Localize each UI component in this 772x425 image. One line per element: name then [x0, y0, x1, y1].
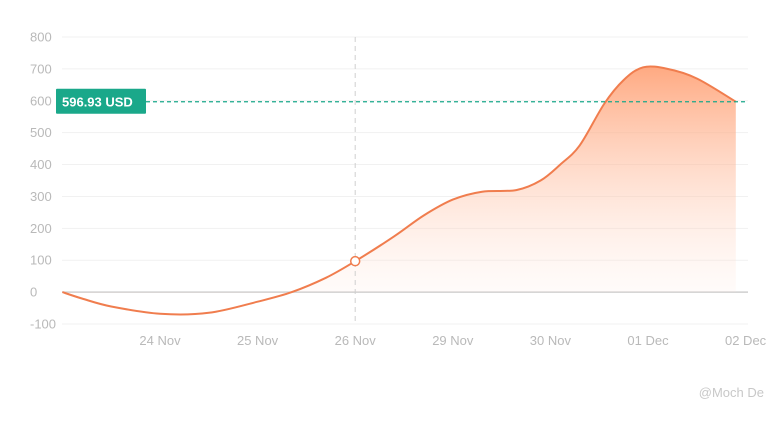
series-area-fill: [62, 66, 736, 293]
y-tick-label: 500: [30, 125, 52, 140]
price-badge: [56, 88, 146, 114]
y-tick-label: 400: [30, 157, 52, 172]
x-tick-label: 24 Nov: [139, 333, 181, 348]
y-tick-label: 700: [30, 61, 52, 76]
y-axis: 800 700 600 500 400 300 200 100 0 -100: [30, 30, 56, 332]
crosshair-point: [349, 255, 361, 267]
y-tick-label: 800: [30, 30, 52, 45]
y-tick-label: 300: [30, 189, 52, 204]
x-tick-label: 29 Nov: [432, 333, 474, 348]
x-tick-label: 25 Nov: [237, 333, 279, 348]
x-tick-label: 30 Nov: [530, 333, 572, 348]
y-tick-label: 0: [30, 285, 37, 300]
x-axis: 24 Nov 25 Nov 26 Nov 29 Nov 30 Nov 01 Dec 02 D…: [139, 333, 766, 348]
series-line: [62, 65, 737, 316]
x-tick-label: 01 Dec: [627, 333, 669, 348]
y-tick-label: 600: [30, 93, 52, 108]
y-tick-label: -100: [30, 317, 56, 332]
grid-lines: [62, 36, 748, 325]
y-tick-label: 100: [30, 253, 52, 268]
x-tick-label: 02 Dec: [725, 333, 767, 348]
x-tick-label: 26 Nov: [335, 333, 377, 348]
y-tick-label: 200: [30, 221, 52, 236]
price-badge-label: 596.93 USD: [62, 94, 133, 109]
watermark: @Moch De: [698, 385, 764, 400]
